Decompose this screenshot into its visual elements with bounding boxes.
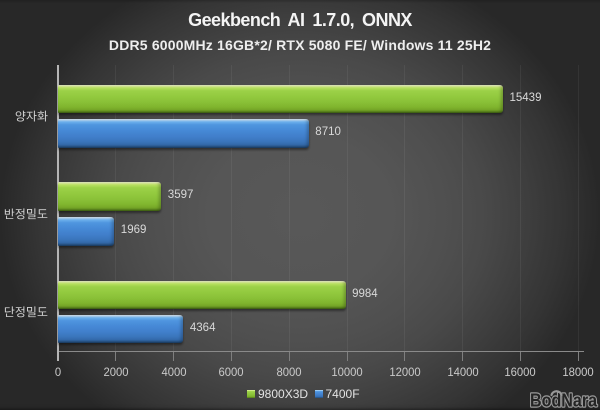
svg-text:BodNara: BodNara [530, 389, 597, 410]
